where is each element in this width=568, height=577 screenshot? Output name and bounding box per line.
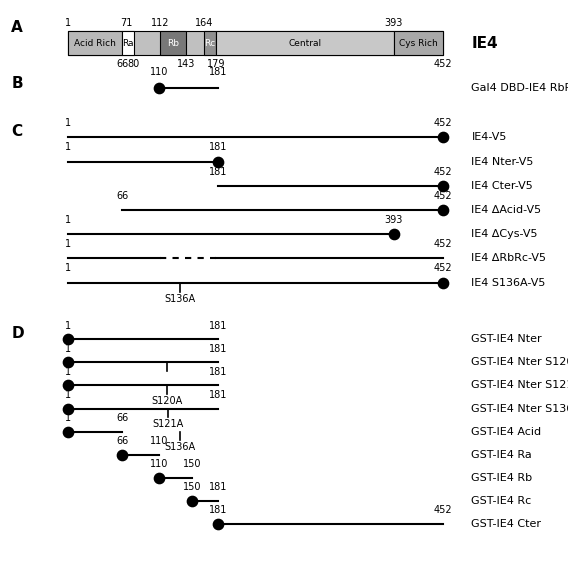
Point bbox=[64, 335, 73, 344]
Bar bbox=[394, 31, 443, 55]
Text: C: C bbox=[11, 124, 23, 139]
Text: 181: 181 bbox=[208, 367, 227, 377]
Text: GST-IE4 Rc: GST-IE4 Rc bbox=[471, 496, 532, 506]
Text: 1: 1 bbox=[65, 390, 71, 400]
Text: 179: 179 bbox=[207, 59, 225, 69]
Text: GST-IE4 Nter S120A: GST-IE4 Nter S120A bbox=[471, 357, 568, 368]
Text: 66: 66 bbox=[116, 191, 128, 201]
Text: S136A: S136A bbox=[165, 294, 196, 304]
Text: IE4 ∆RbRc-V5: IE4 ∆RbRc-V5 bbox=[471, 253, 546, 264]
Text: 110: 110 bbox=[149, 459, 168, 469]
Text: IE4 ∆Acid-V5: IE4 ∆Acid-V5 bbox=[471, 205, 541, 215]
Text: Ra: Ra bbox=[122, 39, 133, 48]
Text: 66: 66 bbox=[116, 59, 128, 69]
Text: 1: 1 bbox=[65, 118, 71, 128]
Text: Rc: Rc bbox=[204, 39, 215, 48]
Text: 110: 110 bbox=[149, 436, 168, 446]
Bar bbox=[204, 31, 216, 55]
Text: GST-IE4 Rb: GST-IE4 Rb bbox=[471, 473, 533, 483]
Text: Gal4 DBD-IE4 RbRc: Gal4 DBD-IE4 RbRc bbox=[471, 83, 568, 93]
Bar bbox=[122, 31, 134, 55]
Text: D: D bbox=[11, 326, 24, 341]
Text: 71: 71 bbox=[120, 18, 132, 28]
Text: GST-IE4 Acid: GST-IE4 Acid bbox=[471, 426, 541, 437]
Point bbox=[64, 404, 73, 413]
Text: 452: 452 bbox=[434, 59, 452, 69]
Text: 1: 1 bbox=[65, 413, 71, 423]
Text: IE4: IE4 bbox=[471, 36, 498, 51]
Text: 452: 452 bbox=[434, 505, 452, 515]
Text: 1: 1 bbox=[65, 367, 71, 377]
Text: 452: 452 bbox=[434, 118, 452, 128]
Point bbox=[118, 450, 127, 459]
Text: 181: 181 bbox=[208, 143, 227, 152]
Point bbox=[154, 473, 164, 482]
Text: 1: 1 bbox=[65, 239, 71, 249]
Point bbox=[154, 83, 164, 92]
Text: 452: 452 bbox=[434, 239, 452, 249]
Point bbox=[187, 496, 197, 505]
Text: 452: 452 bbox=[434, 264, 452, 273]
Point bbox=[438, 133, 448, 142]
Text: 150: 150 bbox=[183, 459, 201, 469]
Text: 150: 150 bbox=[183, 482, 201, 492]
Text: 1: 1 bbox=[65, 215, 71, 225]
Point bbox=[438, 181, 448, 190]
Point bbox=[438, 278, 448, 287]
Bar bbox=[68, 31, 443, 55]
Text: S120A: S120A bbox=[152, 396, 183, 406]
Text: 80: 80 bbox=[128, 59, 140, 69]
Text: A: A bbox=[11, 20, 23, 35]
Text: 1: 1 bbox=[65, 321, 71, 331]
Text: 1: 1 bbox=[65, 344, 71, 354]
Text: 181: 181 bbox=[208, 390, 227, 400]
Text: 181: 181 bbox=[208, 321, 227, 331]
Text: 66: 66 bbox=[116, 436, 128, 446]
Text: 452: 452 bbox=[434, 191, 452, 201]
Text: 1: 1 bbox=[65, 143, 71, 152]
Text: IE4 Nter-V5: IE4 Nter-V5 bbox=[471, 156, 534, 167]
Text: S136A: S136A bbox=[165, 442, 196, 452]
Point bbox=[64, 427, 73, 436]
Text: Cys Rich: Cys Rich bbox=[399, 39, 438, 48]
Text: 393: 393 bbox=[385, 18, 403, 28]
Point bbox=[213, 157, 222, 166]
Text: 66: 66 bbox=[116, 413, 128, 423]
Bar bbox=[160, 31, 186, 55]
Text: GST-IE4 Nter S136A: GST-IE4 Nter S136A bbox=[471, 403, 568, 414]
Text: S121A: S121A bbox=[152, 419, 183, 429]
Text: 164: 164 bbox=[194, 18, 213, 28]
Text: Rb: Rb bbox=[168, 39, 179, 48]
Text: B: B bbox=[11, 76, 23, 91]
Text: 452: 452 bbox=[434, 167, 452, 177]
Text: 112: 112 bbox=[151, 18, 170, 28]
Text: 181: 181 bbox=[208, 167, 227, 177]
Point bbox=[213, 519, 222, 529]
Text: 181: 181 bbox=[208, 68, 227, 77]
Text: IE4 S136A-V5: IE4 S136A-V5 bbox=[471, 278, 546, 288]
Text: Central: Central bbox=[289, 39, 321, 48]
Text: IE4 ∆Cys-V5: IE4 ∆Cys-V5 bbox=[471, 229, 538, 239]
Text: 1: 1 bbox=[65, 18, 71, 28]
Point bbox=[64, 381, 73, 390]
Text: GST-IE4 Nter S121A: GST-IE4 Nter S121A bbox=[471, 380, 568, 391]
Text: IE4 Cter-V5: IE4 Cter-V5 bbox=[471, 181, 533, 191]
Bar bbox=[68, 31, 122, 55]
Text: 181: 181 bbox=[208, 482, 227, 492]
Text: IE4-V5: IE4-V5 bbox=[471, 132, 507, 143]
Text: 110: 110 bbox=[149, 68, 168, 77]
Text: 143: 143 bbox=[177, 59, 195, 69]
Point bbox=[390, 230, 399, 239]
Text: GST-IE4 Cter: GST-IE4 Cter bbox=[471, 519, 541, 529]
Point bbox=[64, 358, 73, 367]
Text: 181: 181 bbox=[208, 505, 227, 515]
Text: GST-IE4 Ra: GST-IE4 Ra bbox=[471, 449, 532, 460]
Text: Acid Rich: Acid Rich bbox=[74, 39, 116, 48]
Text: 1: 1 bbox=[65, 264, 71, 273]
Point bbox=[438, 205, 448, 215]
Text: GST-IE4 Nter: GST-IE4 Nter bbox=[471, 334, 542, 344]
Text: 393: 393 bbox=[385, 215, 403, 225]
Text: 181: 181 bbox=[208, 344, 227, 354]
Bar bbox=[216, 31, 394, 55]
